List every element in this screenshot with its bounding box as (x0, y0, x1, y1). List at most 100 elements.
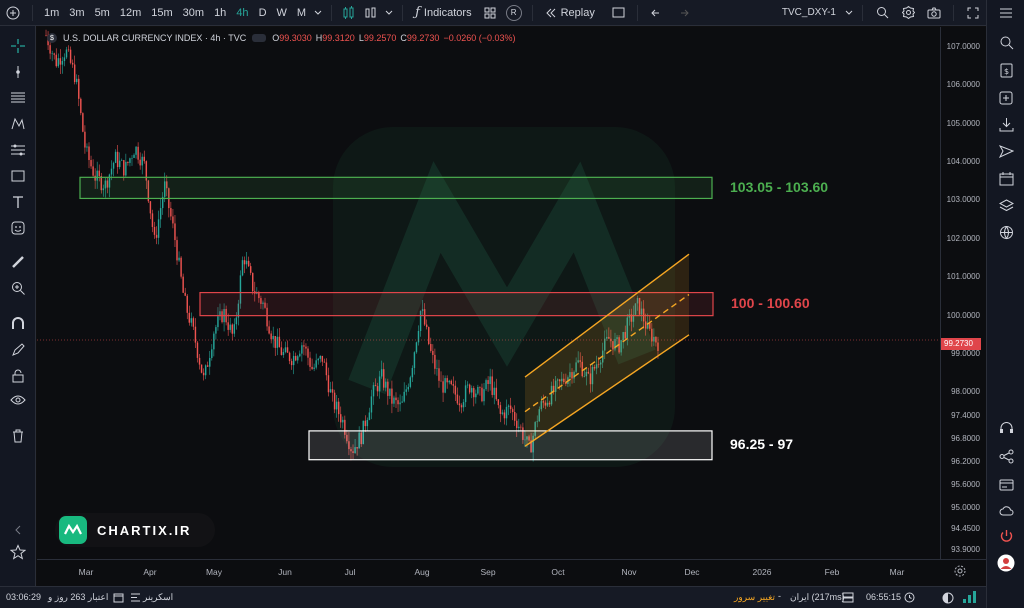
candle-down (460, 405, 463, 408)
svg-text:$: $ (1003, 67, 1008, 76)
avatar[interactable] (996, 553, 1016, 573)
fullscreen-icon[interactable] (960, 7, 986, 19)
crosshair-icon[interactable] (8, 36, 28, 56)
alert-add-icon[interactable] (996, 87, 1016, 107)
theme-icon[interactable] (942, 592, 954, 604)
menu-icon[interactable] (996, 3, 1016, 23)
candle-down (571, 372, 573, 379)
chartix-logo-icon (59, 516, 87, 544)
timeframe-30m[interactable]: 30m (182, 6, 205, 19)
time-axis[interactable]: Mar Apr May Jun Jul Aug Sep Oct Nov Dec 2026 Feb Mar (37, 559, 986, 586)
timeframe-1h[interactable]: 1h (214, 6, 227, 19)
dollar-icon[interactable]: $ (996, 60, 1016, 80)
replay-button[interactable]: Replay (539, 7, 601, 19)
candle-up (393, 397, 395, 404)
divider (636, 4, 638, 21)
zoom-icon[interactable] (8, 278, 28, 298)
pattern-icon[interactable] (8, 114, 28, 134)
timeframe-3m[interactable]: 3m (69, 6, 85, 19)
screener-icon[interactable] (130, 592, 141, 603)
calendar-icon[interactable] (996, 168, 1016, 188)
candles-icon[interactable] (338, 5, 360, 20)
collapse-icon[interactable] (8, 520, 28, 540)
timeframe-1m[interactable]: 1m (44, 6, 60, 19)
magnet-icon[interactable] (8, 314, 28, 334)
chart-pane[interactable]: $ U.S. DOLLAR CURRENCY INDEX · 4h · TVC … (37, 27, 940, 559)
candle-up (534, 422, 536, 436)
trash-icon[interactable] (8, 426, 28, 446)
fib-icon[interactable] (8, 140, 28, 160)
send-icon[interactable] (996, 141, 1016, 161)
draw-mode-icon[interactable] (8, 340, 28, 360)
eye-icon[interactable] (8, 390, 28, 410)
zone-box[interactable] (199, 291, 714, 317)
candle-up (301, 345, 303, 354)
gear-icon[interactable] (895, 6, 921, 19)
candle-down (337, 401, 340, 415)
text-icon[interactable] (8, 192, 28, 212)
candle-up (493, 387, 495, 395)
star-icon[interactable] (8, 542, 28, 562)
redo-icon[interactable] (670, 8, 696, 18)
zone-box[interactable] (308, 430, 713, 461)
add-icon[interactable] (0, 6, 26, 20)
card-icon[interactable] (996, 474, 1016, 494)
price-axis[interactable]: 107.0000 106.0000 105.0000 104.0000 103.0000… (940, 27, 986, 559)
chevron-down-icon[interactable] (842, 10, 856, 16)
screener-label[interactable]: اسکرینر (143, 592, 174, 602)
timeframe-m[interactable]: M (296, 6, 307, 19)
indicators-button[interactable]: ƒ Indicators (409, 5, 478, 20)
candle-up (399, 402, 401, 405)
candle-up (133, 154, 135, 158)
change-server-link[interactable]: تغییر سرور (734, 592, 775, 602)
horizontal-lines-icon[interactable] (8, 88, 28, 108)
rectangle-icon[interactable] (8, 166, 28, 186)
timeframe-d[interactable]: D (258, 6, 267, 19)
emoji-icon[interactable] (8, 218, 28, 238)
chevron-down-icon[interactable] (311, 10, 325, 16)
search-icon[interactable] (996, 32, 1016, 52)
function-icon: ƒ (415, 5, 420, 20)
undo-icon[interactable] (644, 8, 670, 18)
candle-up (157, 219, 160, 238)
power-icon[interactable] (996, 526, 1016, 546)
ruler-icon[interactable] (8, 252, 28, 272)
drawing-toolbar (0, 26, 36, 586)
share-icon[interactable] (996, 446, 1016, 466)
timeframe-12m[interactable]: 12m (119, 6, 142, 19)
price-label: 101.0000 (946, 272, 980, 282)
r-badge[interactable]: R (505, 4, 522, 21)
cloud-icon[interactable] (996, 500, 1016, 520)
candle-down (186, 295, 188, 313)
symbol-logo-icon: $ (47, 33, 57, 43)
symbol-label[interactable]: TVC_DXY-1 (781, 7, 836, 18)
chart-type-icon[interactable] (360, 6, 382, 20)
candle-up (483, 389, 485, 402)
fullscreen-box-icon[interactable] (607, 7, 631, 18)
download-icon[interactable] (996, 114, 1016, 134)
zone-box[interactable] (79, 176, 713, 200)
candle-up (477, 386, 479, 394)
candle-up (229, 324, 231, 330)
timeframe-w[interactable]: W (276, 6, 287, 19)
candle-down (145, 161, 148, 181)
time-label: Jun (278, 567, 292, 577)
hide-legend-icon[interactable] (252, 34, 267, 42)
chevron-down-icon[interactable] (382, 10, 396, 16)
candle-down (544, 402, 547, 406)
channel[interactable] (524, 253, 690, 447)
timeframe-4h[interactable]: 4h (236, 6, 249, 19)
timeframe-5m[interactable]: 5m (94, 6, 110, 19)
axis-settings-icon[interactable] (954, 565, 966, 577)
support-icon[interactable] (996, 418, 1016, 438)
timeframe-15m[interactable]: 15m (151, 6, 173, 19)
trendline-icon[interactable] (8, 62, 28, 82)
globe-icon[interactable] (996, 222, 1016, 242)
quick-search-icon[interactable] (869, 6, 895, 19)
candle-down (511, 409, 514, 413)
templates-icon[interactable] (478, 7, 502, 19)
camera-icon[interactable] (921, 7, 947, 19)
candle-down (67, 49, 70, 51)
lock-icon[interactable] (8, 366, 28, 386)
layers-icon[interactable] (996, 195, 1016, 215)
